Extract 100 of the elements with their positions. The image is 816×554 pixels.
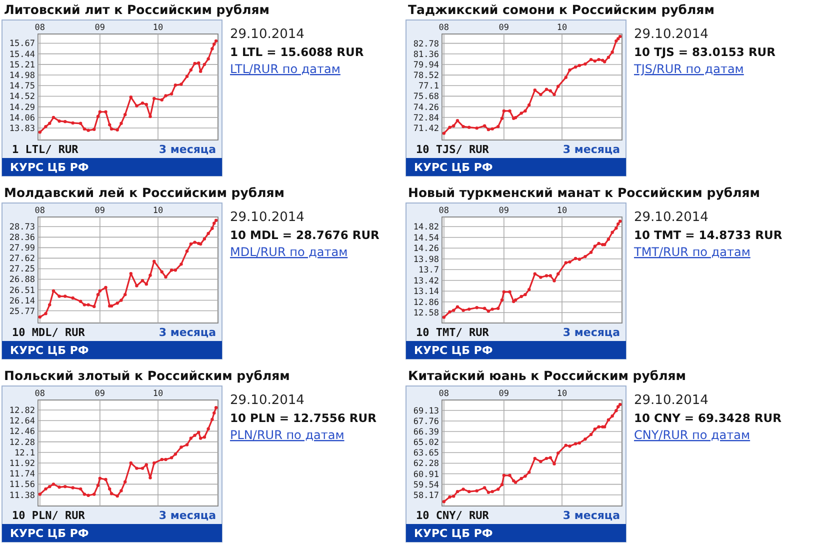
y-tick-label: 26.88: [9, 275, 35, 286]
y-tick-label: 15.67: [9, 39, 35, 50]
y-tick-label: 11.56: [9, 480, 35, 490]
point: [533, 272, 537, 276]
point: [185, 74, 189, 78]
point: [82, 303, 86, 306]
x-tick-label: 10: [556, 206, 568, 216]
point: [86, 494, 90, 497]
x-tick-label: 09: [498, 23, 510, 33]
point: [180, 262, 183, 266]
point: [593, 428, 597, 431]
point: [38, 130, 42, 134]
text: КУРС ЦБ РФ: [414, 344, 493, 357]
y-tick-label: 12.86: [413, 298, 439, 308]
point: [144, 282, 148, 286]
y-tick-label: 11.92: [9, 459, 35, 470]
y-tick-label: 12.46: [9, 427, 35, 438]
point: [98, 110, 102, 114]
point: [475, 126, 478, 130]
point: [96, 484, 100, 487]
y-tick-label: 12.64: [9, 416, 35, 427]
point: [490, 490, 494, 494]
chart-title: Таджикский сомони к Российским рублям: [408, 2, 714, 17]
point: [564, 76, 568, 80]
point: [593, 244, 597, 248]
text: 29.10.2014: [634, 393, 708, 408]
point: [160, 98, 164, 102]
point: [574, 65, 578, 69]
point: [44, 487, 48, 491]
y-tick-label: 65.02: [413, 438, 439, 448]
y-tick-label: 60.91: [413, 470, 439, 480]
point: [502, 474, 506, 477]
point: [152, 260, 156, 263]
point: [486, 490, 490, 494]
text: LTL/RUR по датам: [230, 62, 340, 76]
text: КУРС ЦБ РФ: [414, 161, 493, 174]
point: [456, 305, 460, 308]
point: [539, 92, 542, 96]
point: [602, 60, 606, 64]
point: [212, 411, 216, 415]
point: [129, 272, 133, 276]
point: [48, 484, 52, 488]
y-tick-label: 81.36: [413, 50, 439, 60]
point: [556, 272, 560, 276]
point: [574, 442, 578, 446]
y-tick-label: 12.82: [9, 406, 35, 416]
point: [467, 308, 471, 311]
point: [616, 222, 620, 226]
point: [508, 290, 512, 294]
text: PLN/RUR по датам: [230, 428, 344, 442]
point: [548, 89, 552, 92]
y-tick-label: 58.17: [413, 490, 439, 501]
point: [164, 275, 168, 279]
point: [214, 218, 218, 222]
point: [496, 124, 500, 128]
text: 10 MDL = 28.7676 RUR: [230, 228, 380, 242]
y-tick-label: 14.06: [9, 113, 35, 124]
y-tick-label: 66.39: [413, 428, 439, 438]
point: [148, 114, 152, 118]
y-tick-label: 69.13: [413, 406, 439, 416]
point: [58, 120, 61, 123]
text: 3 месяца: [562, 326, 620, 339]
point: [496, 306, 500, 310]
y-tick-label: 14.29: [9, 102, 35, 113]
point: [210, 47, 214, 50]
point: [589, 432, 593, 436]
point: [482, 486, 486, 490]
text: 29.10.2014: [230, 27, 304, 42]
point: [206, 232, 210, 236]
point: [564, 261, 568, 264]
point: [584, 254, 587, 258]
point: [123, 480, 127, 484]
y-tick-label: 26.14: [9, 296, 35, 306]
y-tick-label: 13.14: [413, 287, 439, 298]
point: [170, 456, 174, 460]
point: [71, 486, 74, 490]
text: TMT/RUR по датам: [633, 245, 750, 259]
point: [442, 132, 446, 135]
point: [593, 59, 597, 63]
point: [552, 462, 556, 466]
point: [152, 96, 156, 100]
point: [206, 427, 210, 430]
point: [578, 258, 582, 261]
point: [462, 488, 465, 491]
y-tick-label: 14.98: [9, 71, 35, 82]
point: [86, 303, 90, 306]
point: [52, 289, 56, 292]
point: [618, 34, 622, 38]
y-tick-label: 14.82: [413, 222, 439, 233]
point: [482, 306, 486, 310]
point: [104, 110, 108, 114]
chart-title: Китайский юань к Российским рублям: [408, 368, 686, 383]
point: [584, 62, 587, 66]
point: [71, 296, 74, 300]
y-tick-label: 12.1: [14, 448, 35, 458]
point: [210, 226, 214, 230]
point: [110, 127, 114, 131]
point: [63, 484, 67, 488]
point: [148, 274, 152, 277]
point: [48, 122, 52, 126]
